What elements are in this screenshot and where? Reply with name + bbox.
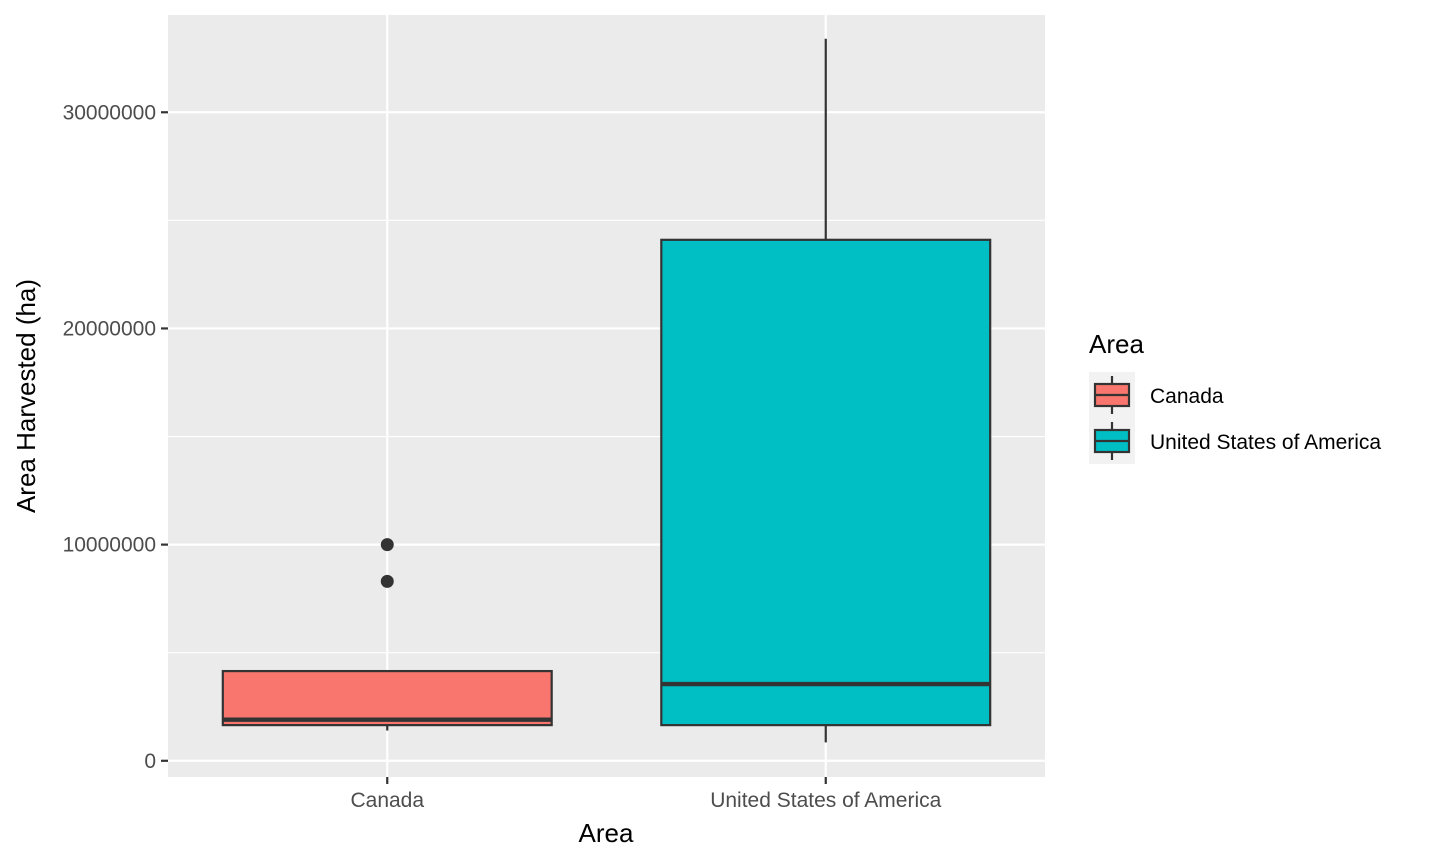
y-axis: 0 10000000 20000000 30000000 bbox=[63, 101, 168, 773]
legend-label: United States of America bbox=[1150, 431, 1381, 454]
box-layer bbox=[221, 38, 992, 743]
outlier-point bbox=[380, 574, 394, 588]
legend-title: Area bbox=[1089, 329, 1144, 359]
outlier-point bbox=[380, 538, 394, 552]
y-tick-label: 0 bbox=[144, 750, 156, 773]
legend-item: United States of America bbox=[1093, 422, 1381, 460]
y-tick-label: 30000000 bbox=[63, 101, 156, 124]
box-iqr bbox=[221, 669, 553, 727]
x-axis-title: Area bbox=[579, 818, 634, 848]
x-tick-label: Canada bbox=[350, 789, 424, 812]
x-tick-label: United States of America bbox=[710, 789, 941, 812]
legend-label: Canada bbox=[1150, 385, 1224, 408]
y-axis-title: Area Harvested (ha) bbox=[11, 279, 41, 513]
x-axis: Canada United States of America bbox=[350, 777, 942, 812]
box-iqr bbox=[660, 238, 992, 727]
box-canada bbox=[221, 538, 553, 731]
y-tick-label: 20000000 bbox=[63, 317, 156, 340]
legend-item: Canada bbox=[1093, 376, 1224, 414]
y-tick-label: 10000000 bbox=[63, 534, 156, 557]
box-usa bbox=[660, 38, 992, 743]
legend: Area Canada United States of America bbox=[1089, 329, 1381, 464]
